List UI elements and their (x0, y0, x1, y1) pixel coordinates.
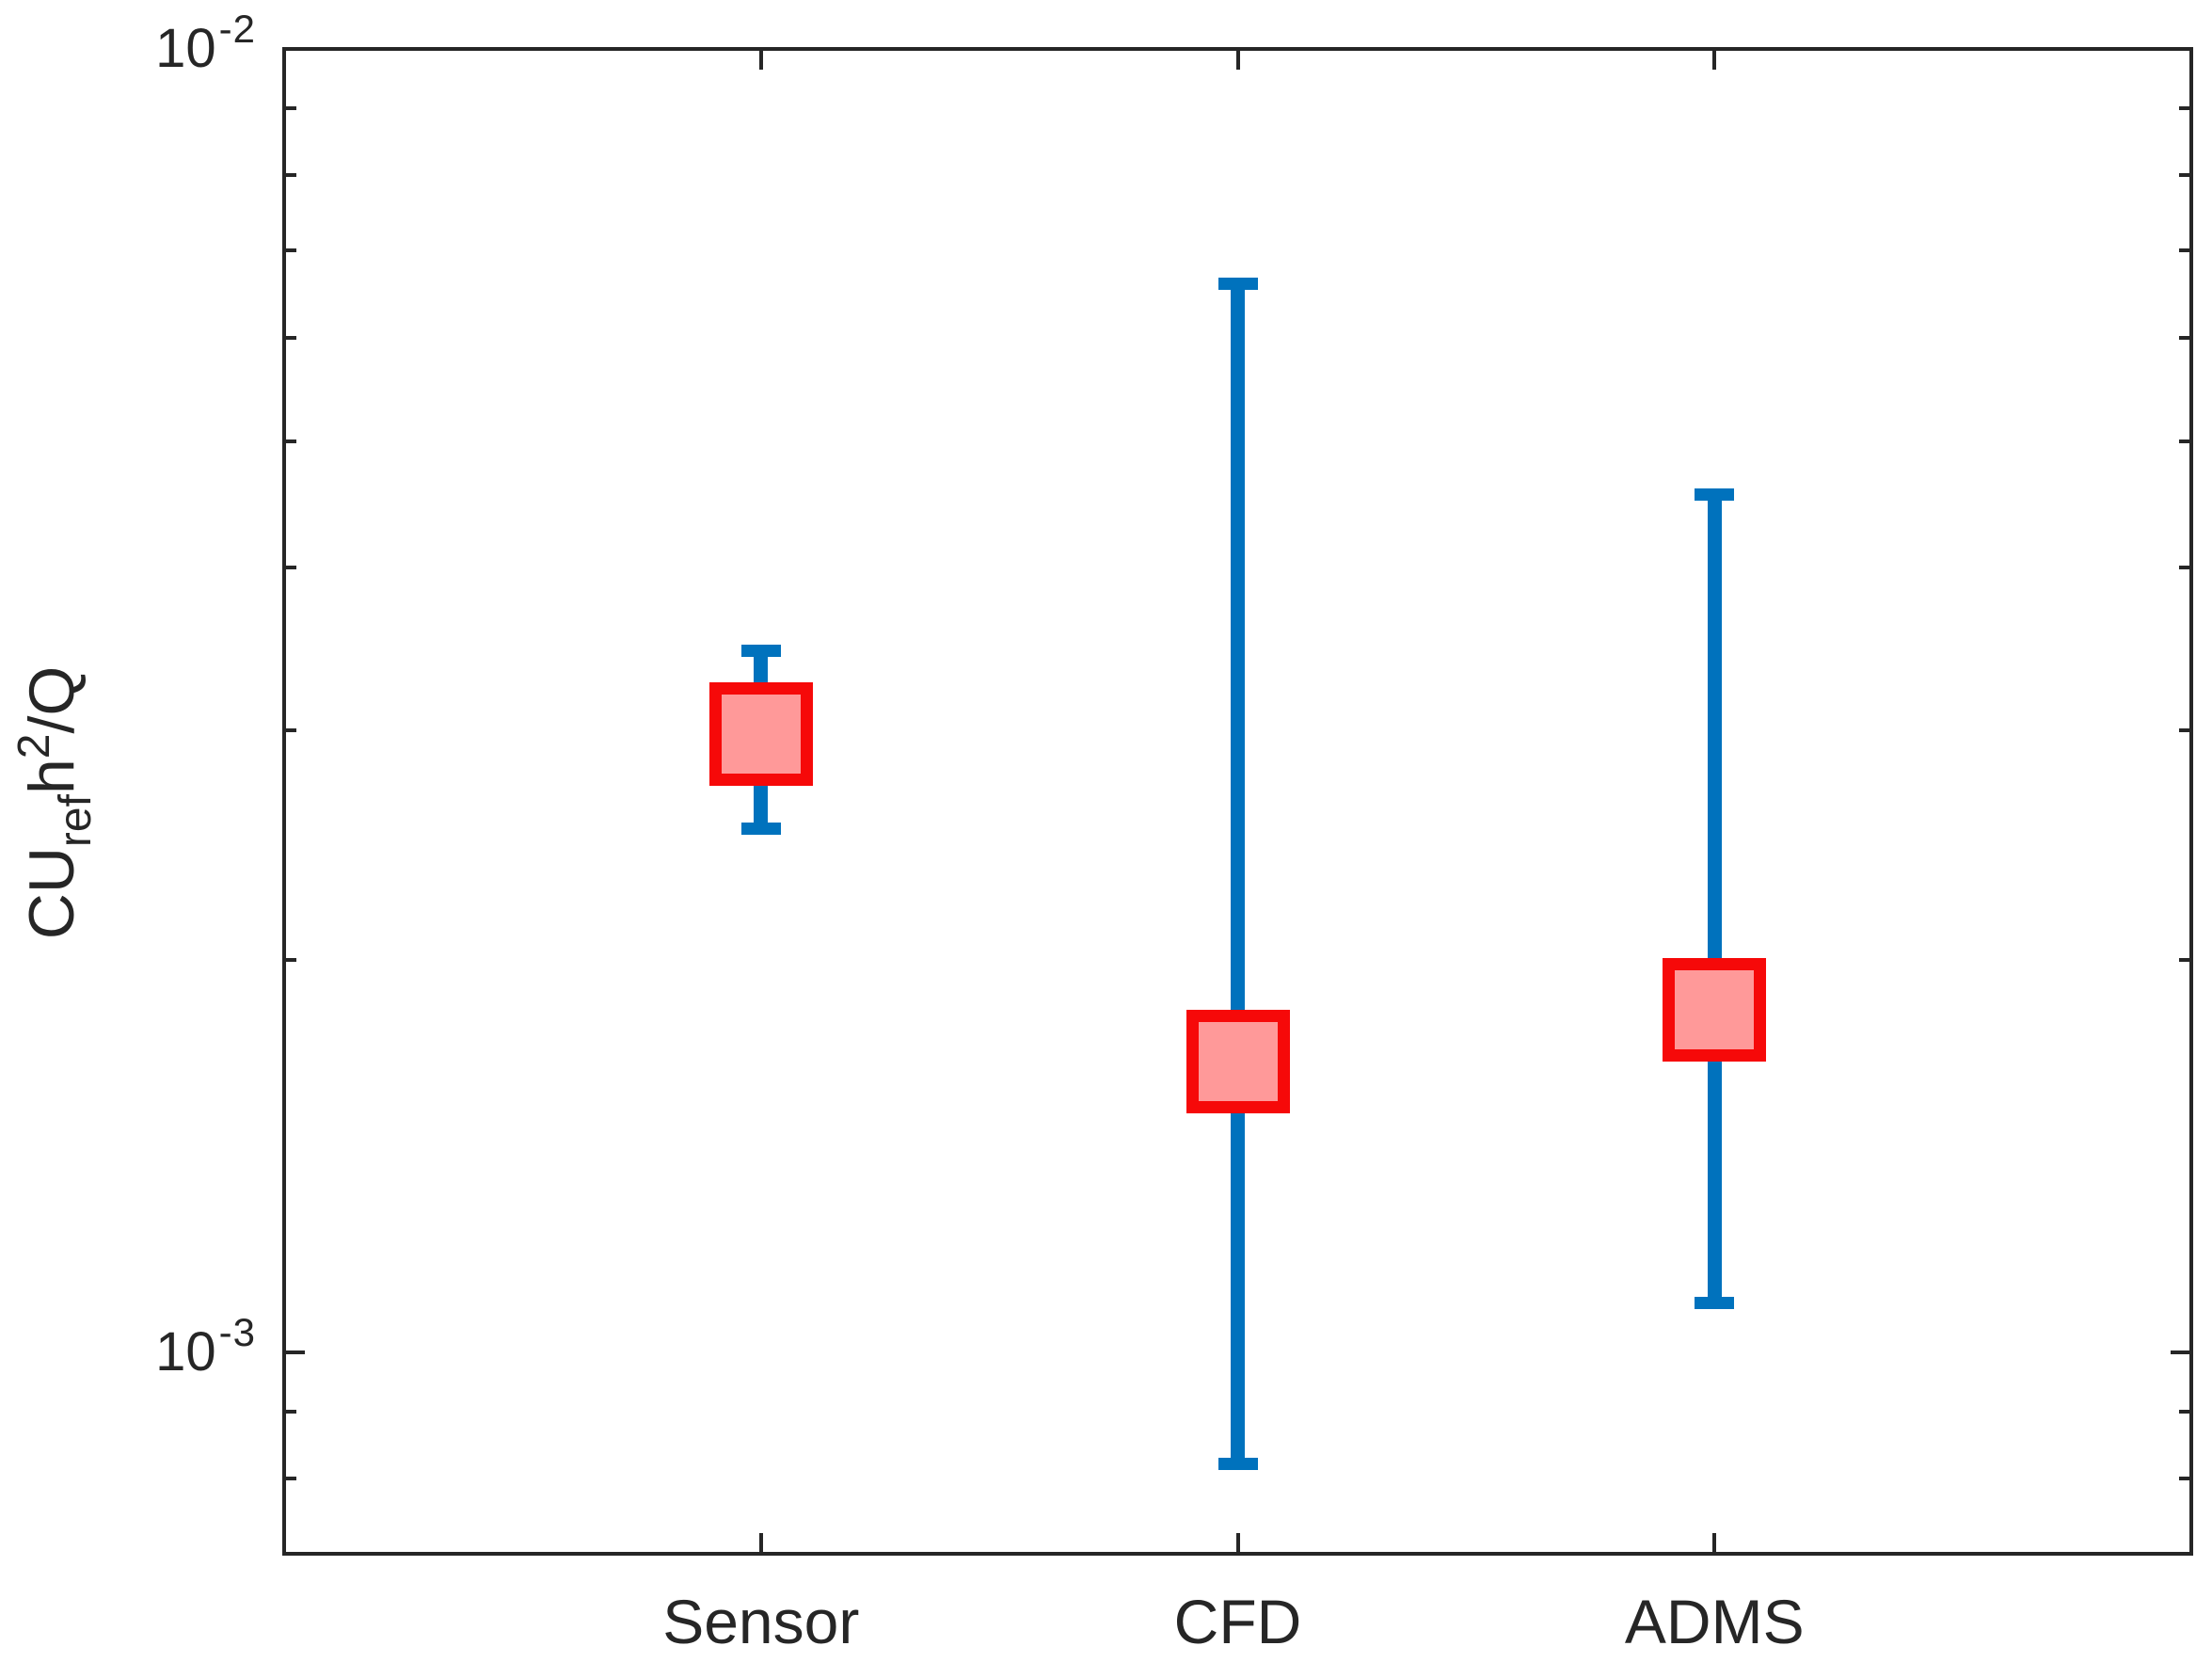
y-minor-tick-right (2179, 248, 2191, 253)
y-minor-tick (284, 336, 296, 341)
y-axis-title: CUrefh2/Q (9, 665, 101, 940)
errorbar-cap-top-adms (1695, 487, 1735, 501)
y-minor-tick-right (2179, 439, 2191, 443)
x-tick-label-cfd: CFD (1173, 1587, 1302, 1656)
errorbar-cap-bottom-adms (1695, 1297, 1735, 1310)
errorbar-adms (1707, 494, 1722, 1303)
y-tick-label-10e-3: 10-3 (155, 1309, 256, 1382)
y-minor-tick (284, 106, 296, 111)
x-tick-label-adms: ADMS (1624, 1587, 1805, 1656)
y-minor-tick (284, 248, 296, 253)
x-tick-top (1235, 49, 1240, 70)
y-major-tick-right (2171, 47, 2191, 51)
y-minor-tick-right (2179, 1409, 2191, 1414)
x-tick-top (1712, 49, 1717, 70)
marker-adms (1663, 958, 1767, 1063)
y-major-tick-right (2171, 1350, 2191, 1354)
y-minor-tick-right (2179, 106, 2191, 111)
x-tick-label-sensor: Sensor (662, 1587, 860, 1656)
errorbar-cap-top-sensor (740, 645, 781, 658)
errorbar-cap-bottom-sensor (740, 823, 781, 836)
x-tick-bottom (1712, 1533, 1717, 1554)
marker-cfd (1186, 1010, 1290, 1114)
marker-sensor (708, 681, 813, 786)
y-minor-tick-right (2179, 336, 2191, 341)
x-tick-bottom (1235, 1533, 1240, 1554)
y-minor-tick (284, 727, 296, 732)
y-major-tick (284, 47, 305, 51)
y-minor-tick-right (2179, 173, 2191, 178)
y-minor-tick-right (2179, 957, 2191, 962)
x-tick-bottom (758, 1533, 763, 1554)
y-minor-tick (284, 173, 296, 178)
y-major-tick (284, 1350, 305, 1354)
x-tick-top (758, 49, 763, 70)
y-minor-tick (284, 957, 296, 962)
errorbar-cap-top-cfd (1217, 278, 1258, 291)
y-minor-tick-right (2179, 727, 2191, 732)
y-minor-tick (284, 565, 296, 569)
y-minor-tick (284, 1476, 296, 1480)
y-minor-tick-right (2179, 565, 2191, 569)
y-minor-tick (284, 439, 296, 443)
errorbar-cap-bottom-cfd (1217, 1458, 1258, 1471)
y-minor-tick (284, 1409, 296, 1414)
y-tick-label-10e-2: 10-2 (155, 7, 256, 79)
errorbar-cfd (1231, 283, 1245, 1464)
y-minor-tick-right (2179, 1476, 2191, 1480)
